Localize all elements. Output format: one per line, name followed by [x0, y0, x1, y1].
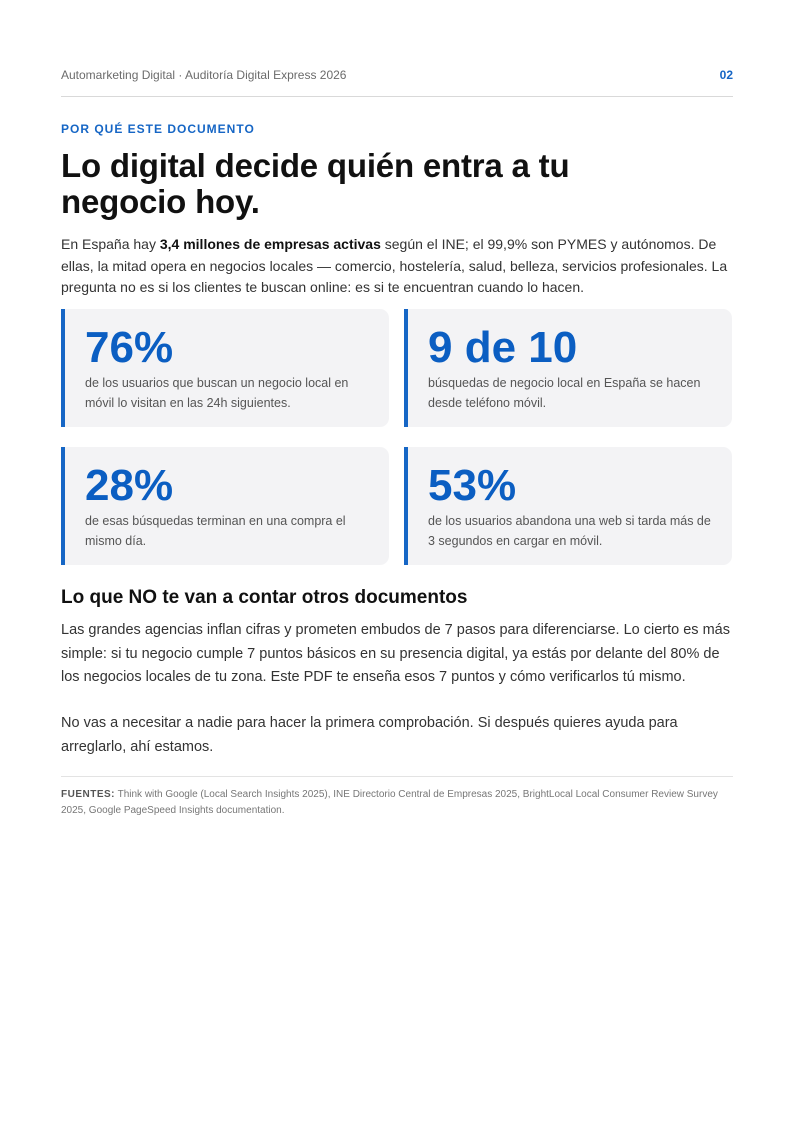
intro-text-before: En España hay	[61, 236, 160, 252]
stat-card: 76% de los usuarios que buscan un negoci…	[61, 309, 389, 427]
stat-value: 76%	[85, 323, 174, 372]
intro-text-after: según el INE; el 99,9% son PYMES y autón…	[61, 236, 728, 295]
stat-card: 53% de los usuarios abandona una web si …	[404, 447, 732, 565]
stat-description: de los usuarios que buscan un negocio lo…	[85, 376, 349, 410]
stat-description: de esas búsquedas terminan en una compra…	[85, 514, 346, 548]
stat-description: búsquedas de negocio local en España se …	[428, 376, 701, 410]
sources-label: FUENTES:	[61, 789, 115, 800]
sources-text: Think with Google (Local Search Insights…	[61, 789, 718, 816]
stat-value: 28%	[85, 461, 174, 510]
intro-highlight: 3,4 millones de empresas activas	[159, 236, 381, 252]
body-paragraph-2: No vas a necesitar a nadie para hacer la…	[61, 715, 678, 755]
stat-card: 9 de 10 búsquedas de negocio local en Es…	[404, 309, 732, 427]
sources-footnote: FUENTES: Think with Google (Local Search…	[61, 776, 733, 819]
section-eyebrow: POR QUÉ ESTE DOCUMENTO	[61, 122, 255, 136]
stat-card: 28% de esas búsquedas terminan en una co…	[61, 447, 389, 565]
stat-description: de los usuarios abandona una web si tard…	[428, 514, 711, 548]
page-headline: Lo digital decide quién entra a tu negoc…	[61, 147, 570, 220]
stats-grid: 76% de los usuarios que buscan un negoci…	[61, 309, 733, 565]
section-subheading: Lo que NO te van a contar otros document…	[61, 587, 468, 608]
intro-paragraph: En España hay 3,4 millones de empresas a…	[61, 234, 733, 299]
page-header: Automarketing Digital · Auditoría Digita…	[61, 66, 733, 97]
document-header-title: Automarketing Digital · Auditoría Digita…	[61, 68, 347, 82]
stat-value: 9 de 10	[428, 323, 578, 372]
stat-value: 53%	[428, 461, 517, 510]
body-paragraph-1: Las grandes agencias inflan cifras y pro…	[61, 622, 730, 685]
page-number: 02	[719, 68, 733, 82]
